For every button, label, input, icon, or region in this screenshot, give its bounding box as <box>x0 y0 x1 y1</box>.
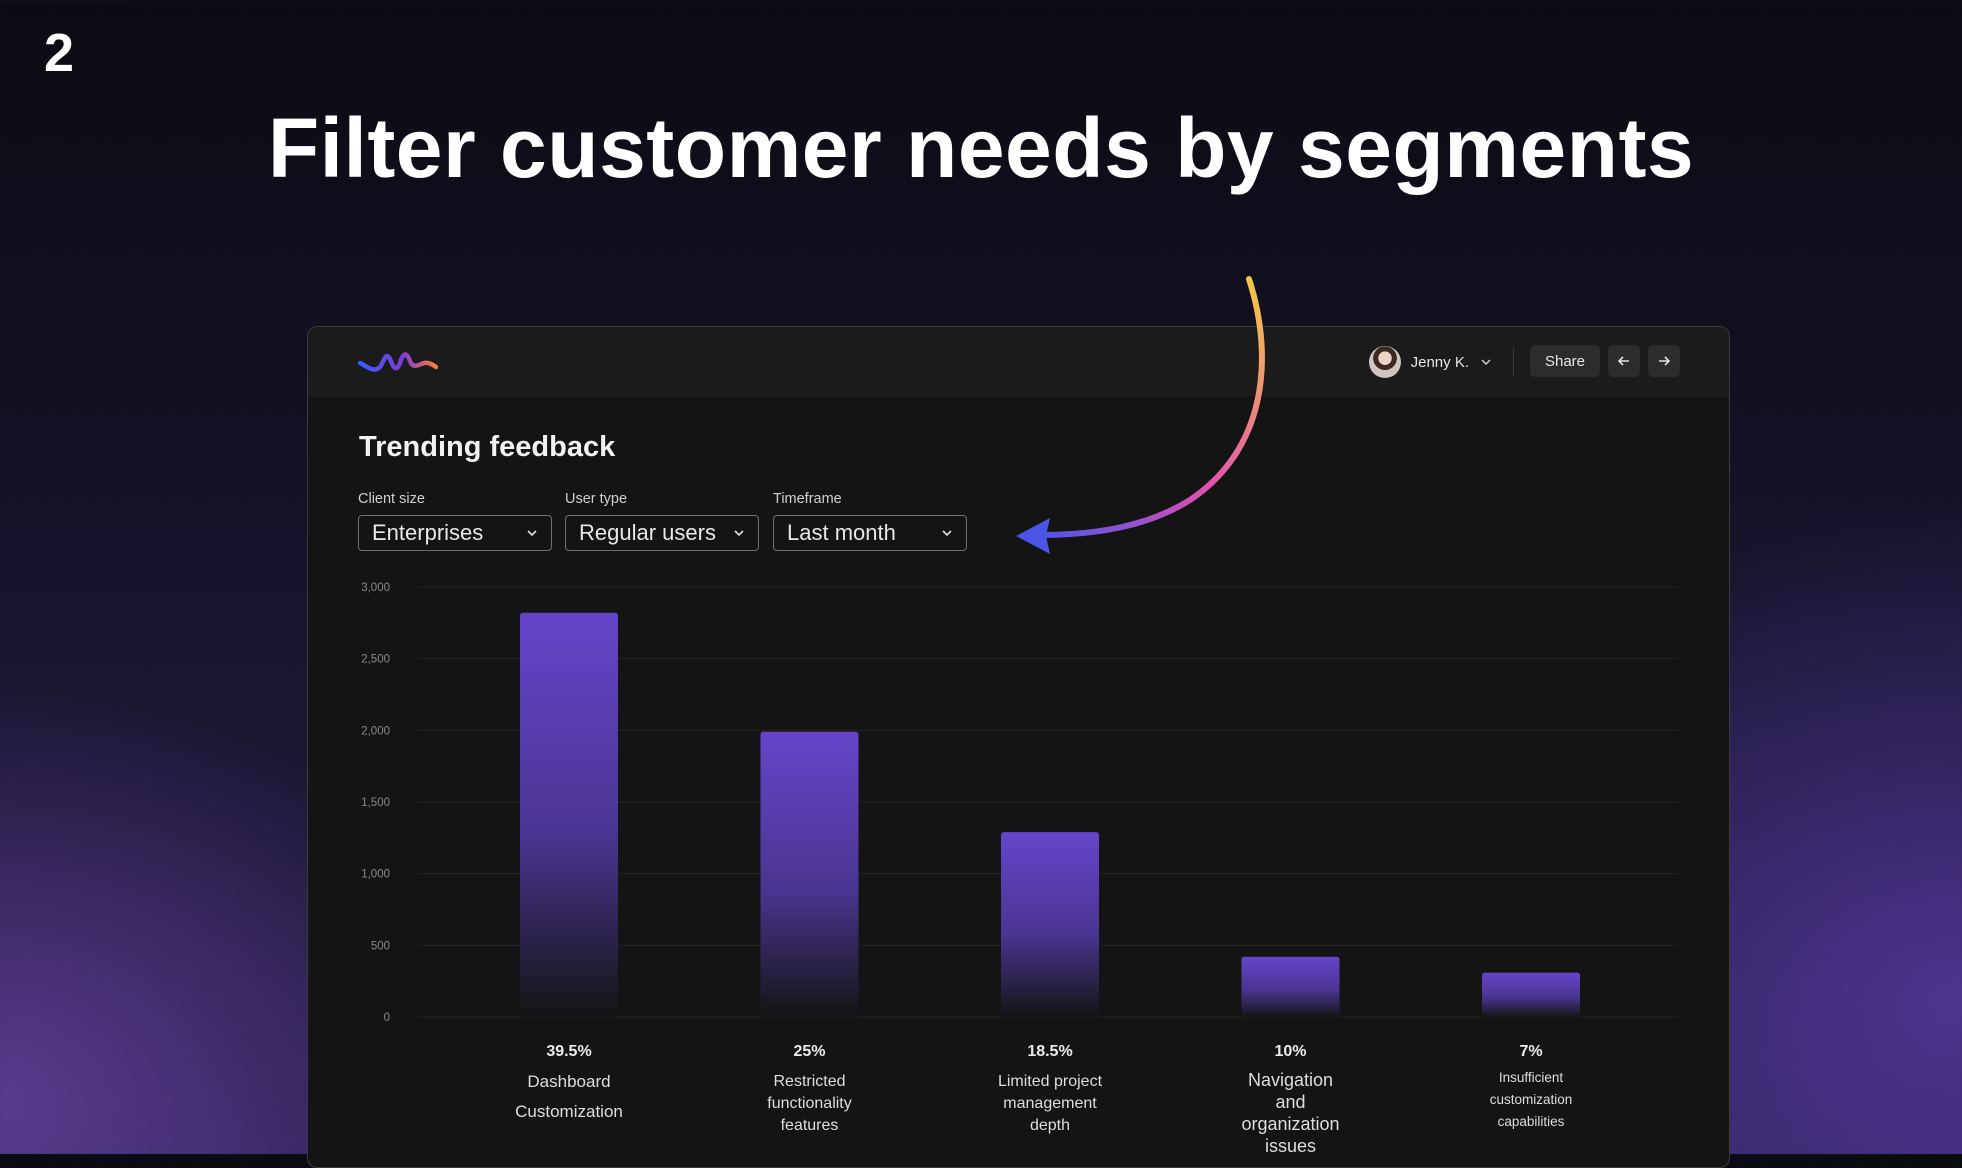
category-label: issues <box>1265 1136 1316 1156</box>
brand-logo-icon <box>358 352 438 372</box>
headline: Filter customer needs by segments <box>267 101 1695 195</box>
y-tick-label: 1,500 <box>361 797 390 809</box>
client-size-select[interactable]: Enterprises <box>358 515 552 551</box>
bar[interactable] <box>1001 832 1099 1017</box>
filter-label: Client size <box>358 491 425 507</box>
bar-percent-label: 10% <box>1274 1043 1306 1060</box>
arrow-left-icon <box>1617 356 1629 366</box>
top-bar: Jenny K. Share <box>308 327 1729 397</box>
select-value: Last month <box>787 520 896 545</box>
filter-client-size: Client size Enterprises <box>358 491 552 551</box>
category-label: Dashboard <box>527 1072 610 1091</box>
bar-percent-label: 7% <box>1519 1043 1542 1060</box>
filter-timeframe: Timeframe Last month <box>773 491 967 551</box>
category-label: Navigation <box>1248 1070 1333 1090</box>
y-tick-label: 0 <box>384 1012 390 1024</box>
filter-label: User type <box>565 491 628 507</box>
chevron-down-icon <box>734 530 744 537</box>
bar[interactable] <box>760 731 859 1017</box>
bar[interactable] <box>1241 956 1340 1017</box>
app-window: Jenny K. Share Trending feedback Client … <box>307 326 1730 1168</box>
category-label: organization <box>1241 1114 1339 1134</box>
bar-percent-label: 18.5% <box>1027 1043 1072 1060</box>
y-tick-label: 2,500 <box>361 654 390 666</box>
chevron-down-icon <box>1481 359 1491 366</box>
filter-label: Timeframe <box>773 491 842 507</box>
divider <box>1513 347 1514 377</box>
category-label: capabilities <box>1498 1114 1565 1129</box>
back-button[interactable] <box>1608 345 1640 377</box>
arrow-right-icon <box>1659 356 1671 366</box>
y-tick-label: 2,000 <box>361 725 390 737</box>
y-tick-label: 500 <box>371 940 390 952</box>
select-value: Enterprises <box>372 520 484 545</box>
bar[interactable] <box>520 612 618 1017</box>
y-tick-label: 3,000 <box>361 582 390 594</box>
user-type-select[interactable]: Regular users <box>565 515 759 551</box>
forward-button[interactable] <box>1648 345 1680 377</box>
feedback-bar-chart: 3,000 2,500 2,000 1,500 1,000 500 0 39.5% Dashbo… <box>361 582 1678 1156</box>
category-label: customization <box>1490 1092 1573 1107</box>
category-label: Restricted <box>773 1073 845 1090</box>
category-label: features <box>781 1117 839 1134</box>
y-tick-label: 1,000 <box>361 869 390 881</box>
filter-user-type: User type Regular users <box>565 491 759 551</box>
bar[interactable] <box>1482 972 1580 1017</box>
avatar <box>1368 346 1401 378</box>
page-title: Trending feedback <box>359 431 616 463</box>
bar-percent-label: 39.5% <box>546 1043 591 1060</box>
category-label: Insufficient <box>1499 1070 1564 1085</box>
user-name: Jenny K. <box>1410 353 1469 371</box>
chevron-down-icon <box>527 530 537 537</box>
category-label: and <box>1275 1092 1305 1112</box>
step-number: 2 <box>44 23 75 83</box>
category-label: Limited project <box>998 1073 1103 1090</box>
select-value: Regular users <box>579 520 716 545</box>
chevron-down-icon <box>942 530 952 537</box>
timeframe-select[interactable]: Last month <box>773 515 967 551</box>
user-menu[interactable]: Jenny K. <box>1368 345 1493 379</box>
category-label: management <box>1003 1095 1097 1112</box>
share-button[interactable]: Share <box>1530 345 1600 377</box>
category-label: functionality <box>767 1095 852 1112</box>
category-label: Customization <box>515 1102 623 1121</box>
category-label: depth <box>1030 1117 1070 1134</box>
bar-percent-label: 25% <box>793 1043 825 1060</box>
